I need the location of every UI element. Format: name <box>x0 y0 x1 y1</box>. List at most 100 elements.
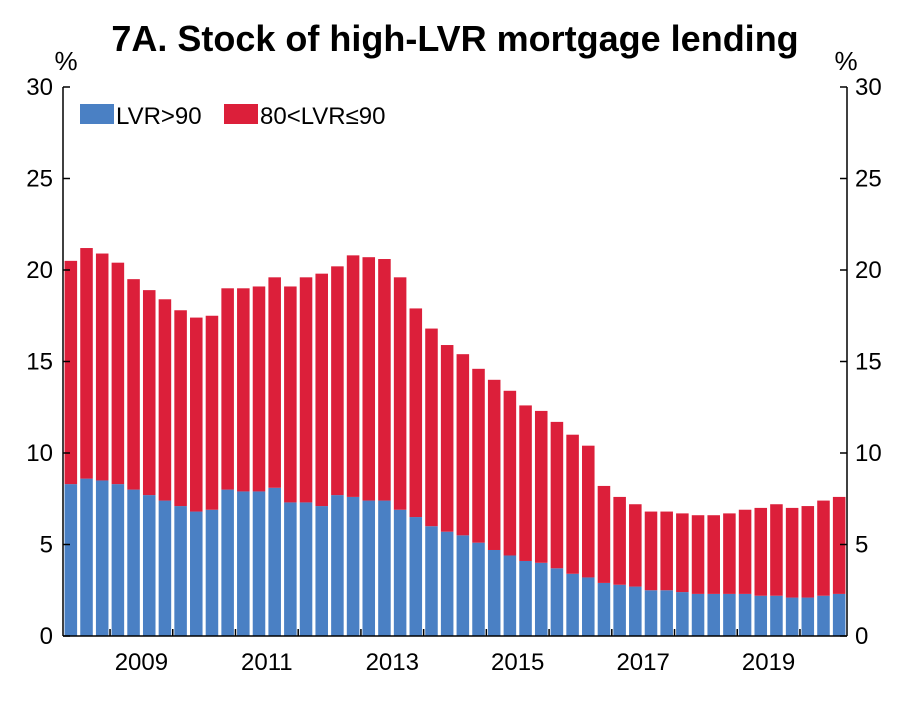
right-y-tick-label-25: 25 <box>855 166 882 193</box>
bar-lvr-80-90-2013-Q4 <box>409 308 423 518</box>
bar-lvr-over-90-2013-Q1 <box>362 500 376 636</box>
left-y-tick-label-0: 0 <box>40 623 53 650</box>
bar-lvr-over-90-2009-Q2 <box>127 489 140 636</box>
bar-lvr-80-90-2011-Q1 <box>237 288 250 492</box>
x-tick-label-2009: 2009 <box>115 649 168 676</box>
bar-lvr-80-90-2008-Q4 <box>95 253 109 481</box>
bar-lvr-80-90-2019-Q2 <box>754 507 768 596</box>
bar-lvr-over-90-2011-Q3 <box>268 487 281 636</box>
bar-lvr-over-90-2011-Q2 <box>252 491 266 636</box>
bar-lvr-over-90-2011-Q1 <box>237 491 250 636</box>
bar-lvr-80-90-2020-Q2 <box>817 500 830 596</box>
bar-lvr-over-90-2015-Q1 <box>487 549 501 636</box>
bar-lvr-over-90-2016-Q1 <box>550 568 564 636</box>
bar-lvr-80-90-2014-Q3 <box>456 354 470 536</box>
right-y-tick-label-0: 0 <box>855 623 868 650</box>
bar-lvr-80-90-2020-Q3 <box>832 496 846 594</box>
bar-lvr-80-90-2013-Q2 <box>378 259 391 501</box>
bar-lvr-80-90-2008-Q3 <box>80 248 93 479</box>
bar-lvr-over-90-2017-Q3 <box>644 590 658 636</box>
bar-lvr-80-90-2013-Q1 <box>362 257 376 501</box>
x-tick-label-2019: 2019 <box>742 649 795 676</box>
bar-lvr-over-90-2014-Q3 <box>456 535 470 636</box>
bar-lvr-over-90-2019-Q4 <box>785 597 799 636</box>
right-y-tick-label-30: 30 <box>855 74 882 101</box>
bar-lvr-80-90-2010-Q1 <box>174 310 187 507</box>
bar-lvr-80-90-2010-Q3 <box>205 315 219 510</box>
bar-lvr-over-90-2018-Q2 <box>691 593 705 636</box>
right-axis-unit: % <box>834 46 857 76</box>
x-tick-label-2011: 2011 <box>241 649 293 676</box>
bar-lvr-over-90-2019-Q3 <box>770 595 783 636</box>
bar-lvr-80-90-2017-Q2 <box>629 504 642 587</box>
bar-lvr-over-90-2018-Q1 <box>676 592 689 636</box>
bar-lvr-80-90-2011-Q2 <box>252 286 266 492</box>
legend-label-lvr-80-90: 80<LVR≤90 <box>260 103 385 130</box>
bar-lvr-80-90-2012-Q3 <box>331 266 344 496</box>
legend-label-lvr-over-90: LVR>90 <box>116 103 202 130</box>
bar-lvr-over-90-2015-Q4 <box>534 562 548 636</box>
bar-lvr-over-90-2010-Q4 <box>221 489 234 636</box>
bars-group <box>64 248 846 636</box>
chart-title: 7A. Stock of high-LVR mortgage lending <box>111 18 798 59</box>
left-y-tick-label-5: 5 <box>40 532 53 559</box>
bar-lvr-80-90-2009-Q4 <box>158 299 172 501</box>
bar-lvr-over-90-2010-Q1 <box>174 506 187 636</box>
left-y-tick-label-25: 25 <box>26 166 53 193</box>
bar-lvr-80-90-2014-Q2 <box>440 345 454 532</box>
left-y-tick-label-30: 30 <box>26 74 53 101</box>
bar-lvr-80-90-2010-Q4 <box>221 288 234 490</box>
bar-lvr-80-90-2008-Q2 <box>64 260 78 485</box>
bar-lvr-over-90-2019-Q1 <box>738 593 752 636</box>
bar-lvr-80-90-2011-Q3 <box>268 277 281 488</box>
bar-lvr-over-90-2009-Q1 <box>111 484 125 636</box>
x-tick-label-2015: 2015 <box>491 649 544 676</box>
bar-lvr-80-90-2018-Q3 <box>707 515 720 594</box>
bar-lvr-80-90-2015-Q3 <box>519 405 532 561</box>
legend-swatch-lvr-over-90 <box>80 104 114 124</box>
bar-lvr-over-90-2016-Q3 <box>582 577 595 636</box>
bar-lvr-over-90-2017-Q4 <box>660 590 673 636</box>
legend-swatch-lvr-80-90 <box>224 104 258 124</box>
bar-lvr-80-90-2017-Q4 <box>660 511 673 591</box>
bar-lvr-80-90-2016-Q4 <box>597 485 611 583</box>
bar-lvr-80-90-2016-Q1 <box>550 421 564 569</box>
bar-lvr-over-90-2015-Q3 <box>519 560 532 636</box>
left-y-tick-label-15: 15 <box>26 349 53 376</box>
bar-lvr-80-90-2015-Q4 <box>534 410 548 563</box>
bar-lvr-80-90-2014-Q1 <box>425 328 438 527</box>
bar-lvr-over-90-2014-Q4 <box>472 542 485 636</box>
bar-lvr-80-90-2013-Q3 <box>393 277 407 510</box>
bar-lvr-over-90-2010-Q2 <box>190 511 203 636</box>
bar-lvr-over-90-2011-Q4 <box>284 502 297 636</box>
bar-lvr-over-90-2008-Q2 <box>64 484 78 636</box>
bar-lvr-over-90-2008-Q4 <box>95 480 109 636</box>
bar-lvr-80-90-2019-Q3 <box>770 504 783 596</box>
axes-group: 0 0 5 5 10 10 15 15 20 20 25 25 30 30 2009 2011 2013 2015… <box>26 74 881 676</box>
bar-lvr-80-90-2019-Q4 <box>785 507 799 598</box>
bar-lvr-80-90-2012-Q1 <box>299 277 313 503</box>
bar-lvr-80-90-2017-Q1 <box>613 496 626 585</box>
bar-lvr-80-90-2017-Q3 <box>644 511 658 591</box>
bar-lvr-80-90-2010-Q2 <box>190 317 203 512</box>
bar-lvr-over-90-2012-Q4 <box>346 496 360 636</box>
bar-lvr-over-90-2020-Q1 <box>801 597 815 636</box>
bar-lvr-80-90-2016-Q2 <box>566 434 579 574</box>
bar-lvr-over-90-2019-Q2 <box>754 595 768 636</box>
bar-lvr-over-90-2012-Q2 <box>315 506 328 636</box>
bar-lvr-80-90-2012-Q2 <box>315 273 328 507</box>
bar-lvr-over-90-2016-Q4 <box>597 582 611 636</box>
bar-lvr-over-90-2013-Q2 <box>378 500 391 636</box>
bar-lvr-over-90-2015-Q2 <box>503 555 517 636</box>
bar-lvr-over-90-2018-Q4 <box>723 593 736 636</box>
bar-lvr-80-90-2018-Q1 <box>676 513 689 593</box>
bar-lvr-over-90-2017-Q1 <box>613 584 626 636</box>
bar-lvr-over-90-2020-Q2 <box>817 595 830 636</box>
bar-lvr-over-90-2008-Q3 <box>80 478 93 636</box>
bar-lvr-80-90-2016-Q3 <box>582 445 595 578</box>
x-tick-label-2017: 2017 <box>616 649 669 676</box>
bar-lvr-over-90-2014-Q2 <box>440 531 454 636</box>
bar-lvr-over-90-2012-Q3 <box>331 495 344 636</box>
